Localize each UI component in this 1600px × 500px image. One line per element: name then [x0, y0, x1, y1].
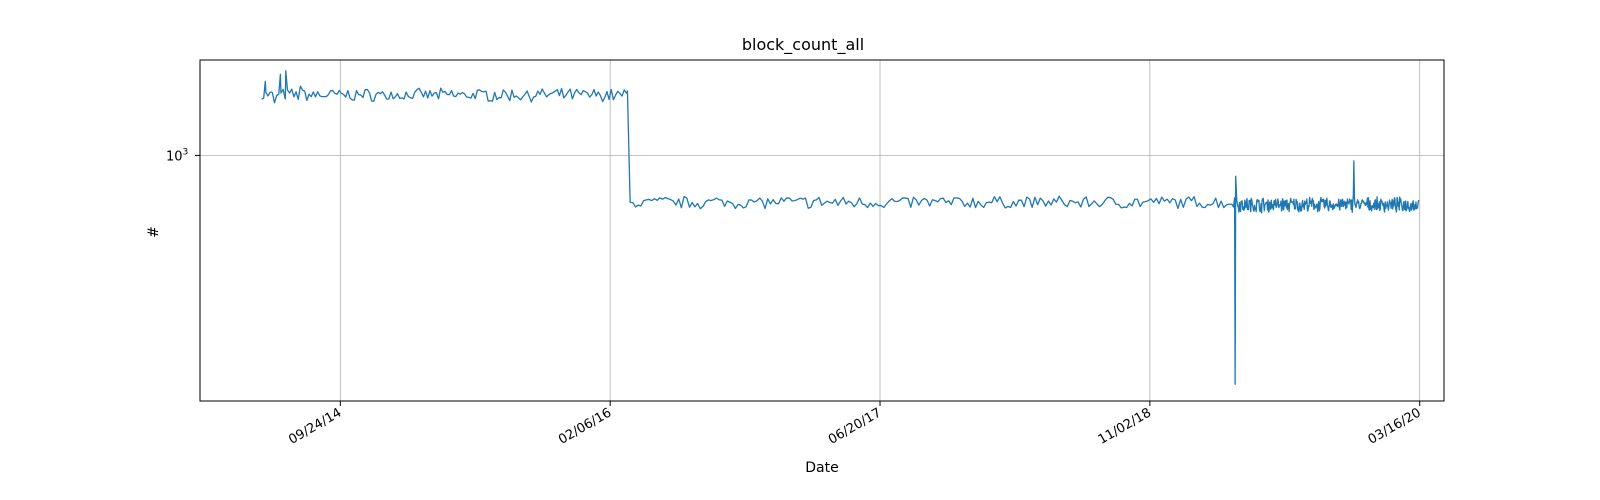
x-axis: 09/24/14 02/06/16 06/20/17 11/02/18 03/16/20	[286, 401, 1424, 448]
grid-lines	[200, 60, 1444, 401]
x-axis-label: Date	[805, 460, 838, 476]
y-axis: 103	[166, 147, 200, 164]
chart-title: block_count_all	[742, 35, 864, 55]
y-tick-label: 103	[166, 147, 188, 164]
series-line	[261, 70, 1420, 385]
plot-area	[261, 70, 1420, 385]
x-tick-label: 02/06/16	[556, 405, 614, 447]
x-tick-label: 03/16/20	[1366, 405, 1424, 447]
y-axis-label: #	[146, 226, 162, 238]
y-tick-base: 10	[166, 149, 183, 164]
x-tick-label: 11/02/18	[1096, 405, 1154, 447]
y-tick-exponent: 3	[183, 147, 189, 157]
x-tick-label: 06/20/17	[826, 405, 884, 447]
plot-frame	[199, 59, 1445, 402]
x-tick-label: 09/24/14	[286, 405, 344, 447]
